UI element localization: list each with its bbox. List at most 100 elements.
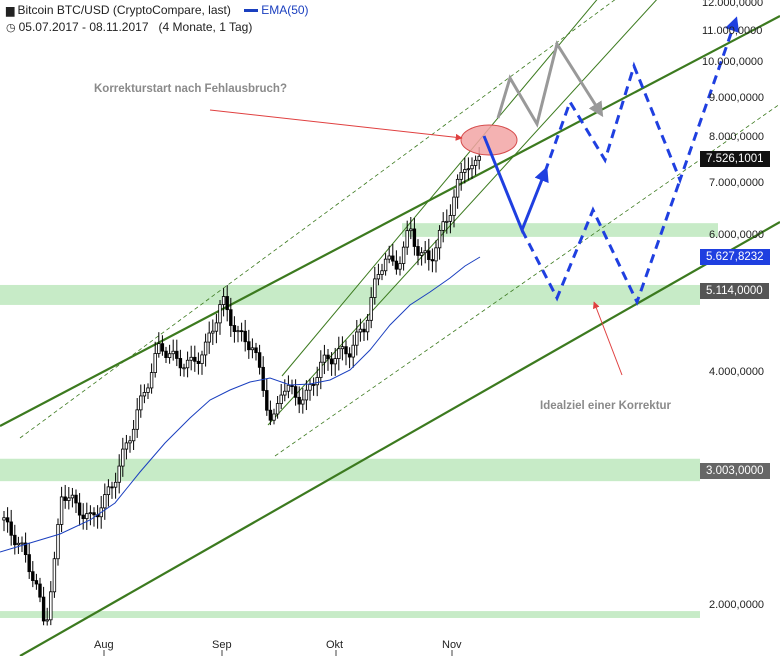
- candle-body: [5, 517, 10, 523]
- y-tick: 6.000,0000: [709, 229, 765, 241]
- candle-body: [362, 328, 366, 333]
- candle-body: [459, 171, 463, 180]
- ema-legend-swatch: [244, 9, 259, 13]
- candle-body: [124, 442, 129, 450]
- candle-body: [358, 328, 363, 333]
- candle-body: [283, 390, 287, 396]
- candle-body: [391, 255, 395, 262]
- y-tick: 11.000,0000: [702, 25, 763, 37]
- steep-channel-lower: [267, 0, 658, 426]
- candle-body: [275, 403, 280, 415]
- candle-body: [229, 309, 233, 326]
- candle-body: [225, 296, 229, 311]
- x-tick-nov: Nov: [442, 639, 462, 651]
- candle-body: [333, 358, 337, 365]
- candle-body: [67, 497, 71, 501]
- candle-body: [373, 278, 377, 298]
- support-zone: [0, 458, 700, 482]
- candle-body: [430, 259, 435, 262]
- candle-body: [412, 228, 417, 247]
- candle-body: [243, 330, 247, 343]
- scenario-gray-path: [496, 40, 604, 128]
- candle-body: [157, 343, 161, 354]
- candle-body: [193, 356, 197, 362]
- candle-body: [297, 396, 301, 405]
- candle-body: [81, 514, 85, 520]
- candle-body: [405, 230, 409, 248]
- channel-mid-dashed-lower: [274, 103, 780, 457]
- candle-body: [135, 409, 139, 430]
- price-box-support-3003: 3.003,0000: [700, 463, 770, 479]
- candle-body: [113, 481, 118, 488]
- candle-body: [427, 250, 431, 260]
- chart-header: ▆ Bitcoin BTC/USD (CryptoCompare, last) E…: [6, 3, 309, 17]
- candle-body: [106, 486, 111, 496]
- candle-body: [63, 496, 67, 501]
- candle-body: [423, 250, 427, 254]
- candle-body: [88, 512, 93, 515]
- candle-body: [31, 571, 35, 581]
- candle-body: [239, 330, 244, 333]
- candle-body: [311, 384, 316, 386]
- candle-body: [355, 331, 359, 346]
- candle-body: [164, 350, 168, 358]
- candle-body: [477, 155, 481, 161]
- chart-type-icon: ▆: [6, 5, 15, 17]
- candle-body: [214, 322, 219, 332]
- candle-body: [52, 558, 57, 593]
- candle-body: [146, 387, 150, 393]
- candle-body: [265, 390, 269, 411]
- y-tick: 4.000,0000: [709, 366, 765, 378]
- support-zones: [0, 223, 718, 618]
- candle-body: [139, 395, 143, 411]
- candle-body: [347, 353, 352, 358]
- note-arrow-top: [209, 109, 463, 141]
- candle-body: [149, 372, 154, 389]
- candle-body: [41, 596, 46, 622]
- candle-body: [337, 348, 341, 360]
- candle-body: [398, 263, 402, 270]
- candle-body: [387, 255, 391, 260]
- candlesticks: [2, 147, 481, 626]
- period-range: 05.07.2017 - 08.11.2017: [18, 20, 149, 34]
- candle-body: [175, 350, 179, 359]
- candle-body: [340, 346, 345, 350]
- candle-body: [117, 465, 121, 483]
- candle-body: [416, 246, 420, 256]
- channel-mid-dashed-upper: [19, 0, 616, 439]
- candle-body: [131, 428, 136, 442]
- candle-body: [434, 247, 438, 262]
- candle-body: [103, 494, 107, 509]
- candle-body: [329, 358, 334, 365]
- candle-body: [369, 297, 373, 321]
- candle-body: [178, 358, 183, 369]
- channel-lower-line: [19, 221, 780, 656]
- candle-body: [160, 343, 165, 352]
- candle-body: [466, 168, 471, 171]
- candle-body: [38, 583, 42, 598]
- chart-period: ◷ 05.07.2017 - 08.11.2017 (4 Monate, 1 Ta…: [6, 20, 252, 34]
- candle-body: [319, 361, 323, 378]
- candle-body: [203, 341, 208, 356]
- candle-body: [351, 344, 355, 358]
- candle-body: [452, 196, 456, 216]
- candle-body: [419, 252, 424, 256]
- candle-body: [153, 353, 157, 373]
- candle-body: [455, 178, 460, 198]
- y-tick: 2.000,0000: [709, 599, 765, 611]
- price-box-ema: 5.627,8232: [700, 249, 770, 265]
- candle-body: [211, 330, 215, 334]
- channel-upper-line: [0, 15, 780, 427]
- candle-body: [121, 448, 125, 467]
- candle-body: [257, 352, 262, 368]
- candle-body: [470, 165, 474, 170]
- x-tick-okt: Okt: [326, 639, 344, 651]
- steep-channel-upper: [281, 0, 598, 377]
- candle-body: [85, 513, 89, 520]
- candle-body: [254, 347, 258, 354]
- x-axis: [103, 650, 453, 656]
- candle-body: [74, 494, 78, 504]
- candle-body: [250, 347, 255, 351]
